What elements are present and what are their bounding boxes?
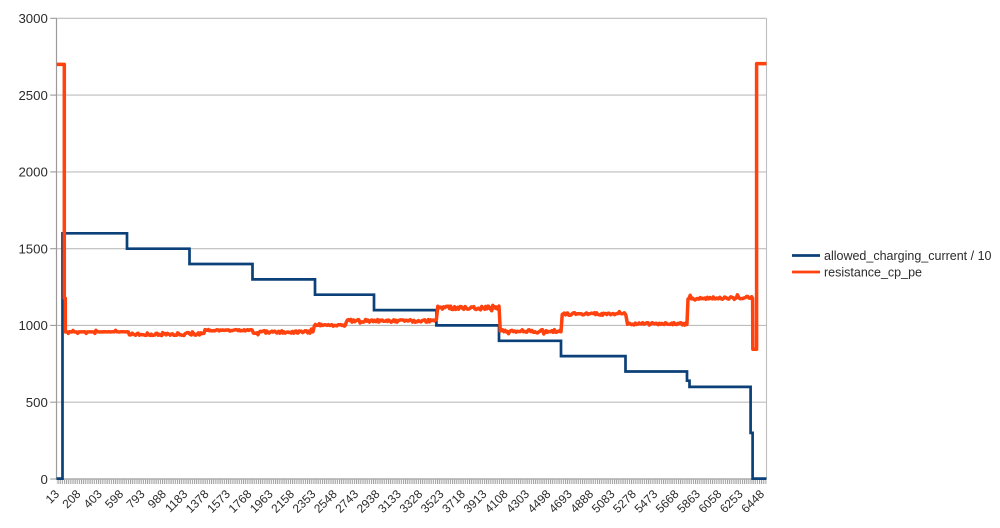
svg-text:1500: 1500 xyxy=(18,242,47,257)
svg-text:3000: 3000 xyxy=(18,11,47,26)
svg-text:500: 500 xyxy=(26,395,48,410)
svg-text:resistance_cp_pe: resistance_cp_pe xyxy=(824,265,922,279)
svg-text:0: 0 xyxy=(40,472,47,487)
svg-text:2500: 2500 xyxy=(18,88,47,103)
svg-text:1000: 1000 xyxy=(18,318,47,333)
svg-text:allowed_charging_current / 10: allowed_charging_current / 10 xyxy=(824,249,992,263)
svg-text:2000: 2000 xyxy=(18,165,47,180)
